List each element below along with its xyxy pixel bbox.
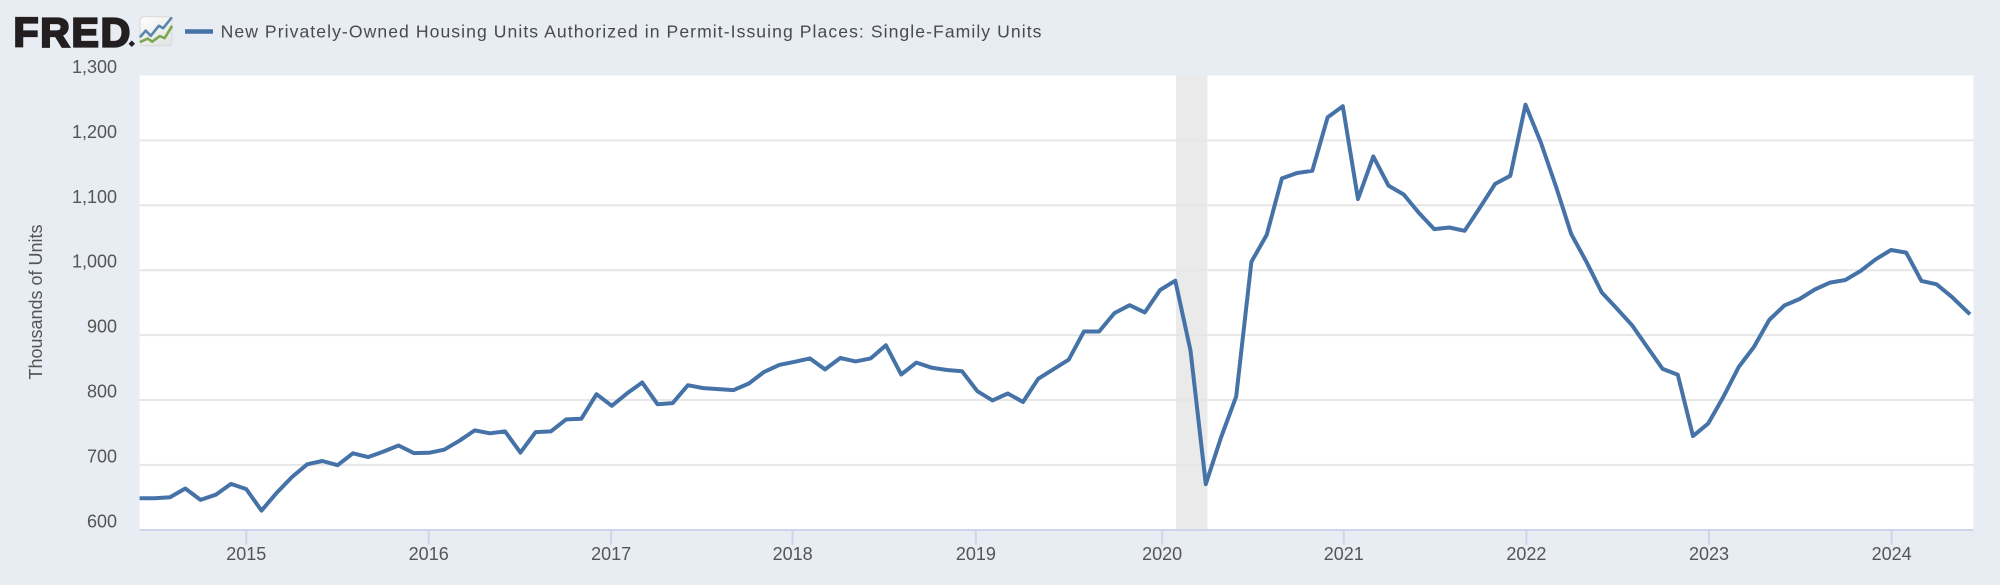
svg-text:2015: 2015: [226, 544, 266, 564]
svg-text:1,100: 1,100: [72, 187, 117, 207]
svg-text:2024: 2024: [1872, 544, 1912, 564]
svg-text:2018: 2018: [773, 544, 813, 564]
svg-text:Thousands of Units: Thousands of Units: [26, 224, 46, 379]
svg-text:2022: 2022: [1506, 544, 1546, 564]
svg-text:600: 600: [87, 511, 117, 531]
svg-text:800: 800: [87, 382, 117, 402]
svg-text:2016: 2016: [409, 544, 449, 564]
svg-text:1,000: 1,000: [72, 252, 117, 272]
svg-text:2019: 2019: [956, 544, 996, 564]
svg-text:2023: 2023: [1689, 544, 1729, 564]
svg-text:2017: 2017: [591, 544, 631, 564]
svg-text:New Privately-Owned Housing Un: New Privately-Owned Housing Units Author…: [221, 21, 1043, 41]
svg-text:700: 700: [87, 446, 117, 466]
svg-text:1,200: 1,200: [72, 122, 117, 142]
svg-text:2020: 2020: [1142, 544, 1182, 564]
svg-text:900: 900: [87, 317, 117, 337]
svg-text:1,300: 1,300: [72, 57, 117, 77]
svg-text:FRED: FRED: [14, 10, 132, 56]
svg-text:2021: 2021: [1324, 544, 1364, 564]
